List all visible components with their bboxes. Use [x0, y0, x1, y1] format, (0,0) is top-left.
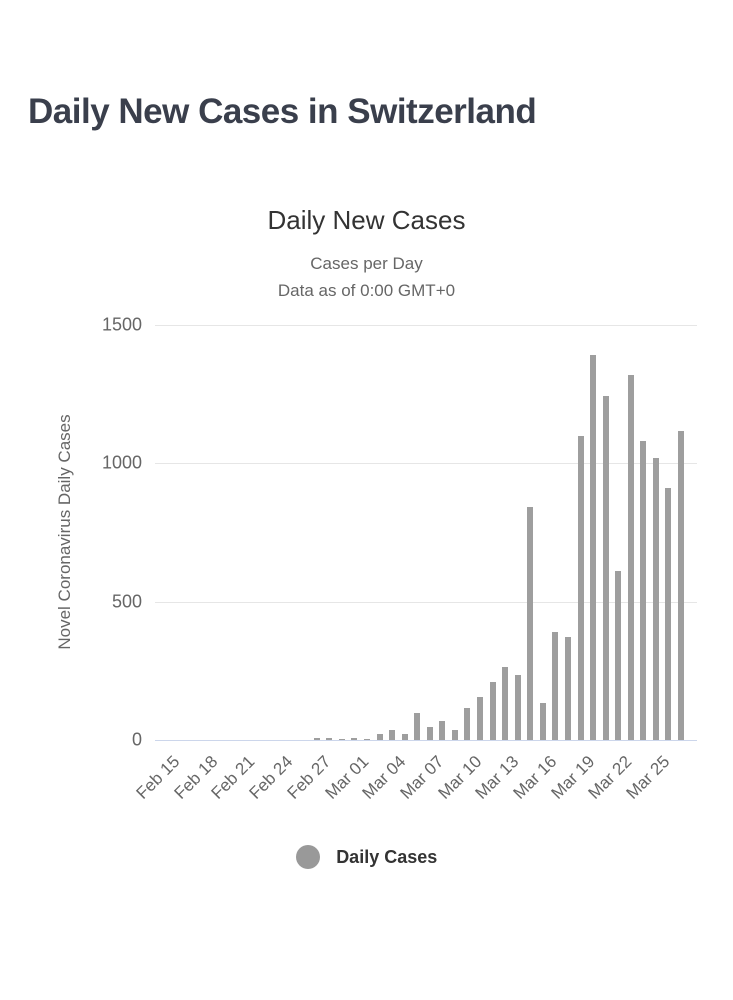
- bar: [364, 739, 370, 740]
- bar: [314, 738, 320, 740]
- bar: [414, 713, 420, 740]
- bar: [477, 697, 483, 740]
- y-tick-label: 0: [131, 729, 142, 750]
- y-tick-label: 500: [111, 591, 142, 612]
- gridline: [155, 463, 697, 465]
- bar: [527, 507, 533, 740]
- bar: [377, 734, 383, 740]
- bar: [640, 441, 646, 740]
- bar: [590, 355, 596, 740]
- bar: [578, 436, 584, 740]
- legend-circle-icon: [295, 845, 320, 869]
- bar: [653, 458, 659, 740]
- bar: [326, 738, 332, 740]
- bar: [502, 667, 508, 740]
- bar: [339, 739, 345, 740]
- bar: [678, 431, 684, 740]
- chart-title: Daily New Cases: [267, 205, 466, 235]
- chart-subtitle: Cases per Day: [310, 254, 423, 273]
- y-axis-title: Novel Coronavirus Daily Cases: [55, 414, 74, 650]
- bar: [565, 637, 571, 740]
- gridline: [155, 601, 697, 603]
- bar: [452, 730, 458, 740]
- bar: [628, 375, 634, 740]
- bar: [402, 734, 408, 740]
- legend-item-daily-cases[interactable]: Daily Cases: [295, 845, 438, 871]
- bar: [552, 632, 558, 740]
- bar: [540, 703, 546, 740]
- gridline: [155, 325, 697, 326]
- legend-label: Daily Cases: [336, 846, 438, 867]
- bar: [427, 727, 433, 740]
- bar: [603, 396, 609, 740]
- bar: [615, 571, 621, 740]
- y-tick-label: 1000: [101, 452, 142, 473]
- page-title: Daily New Cases in Switzerland: [28, 92, 537, 131]
- x-axis-line: [155, 740, 697, 741]
- bar: [665, 488, 671, 740]
- bar: [515, 675, 521, 740]
- bar: [439, 721, 445, 740]
- y-tick-label: 1500: [101, 314, 142, 335]
- bar: [490, 682, 496, 740]
- legend: Daily Cases: [0, 845, 733, 875]
- bar: [389, 730, 395, 740]
- bar: [351, 738, 357, 740]
- bar: [464, 708, 470, 740]
- chart-subtitle-date: Data as of 0:00 GMT+0: [277, 281, 456, 300]
